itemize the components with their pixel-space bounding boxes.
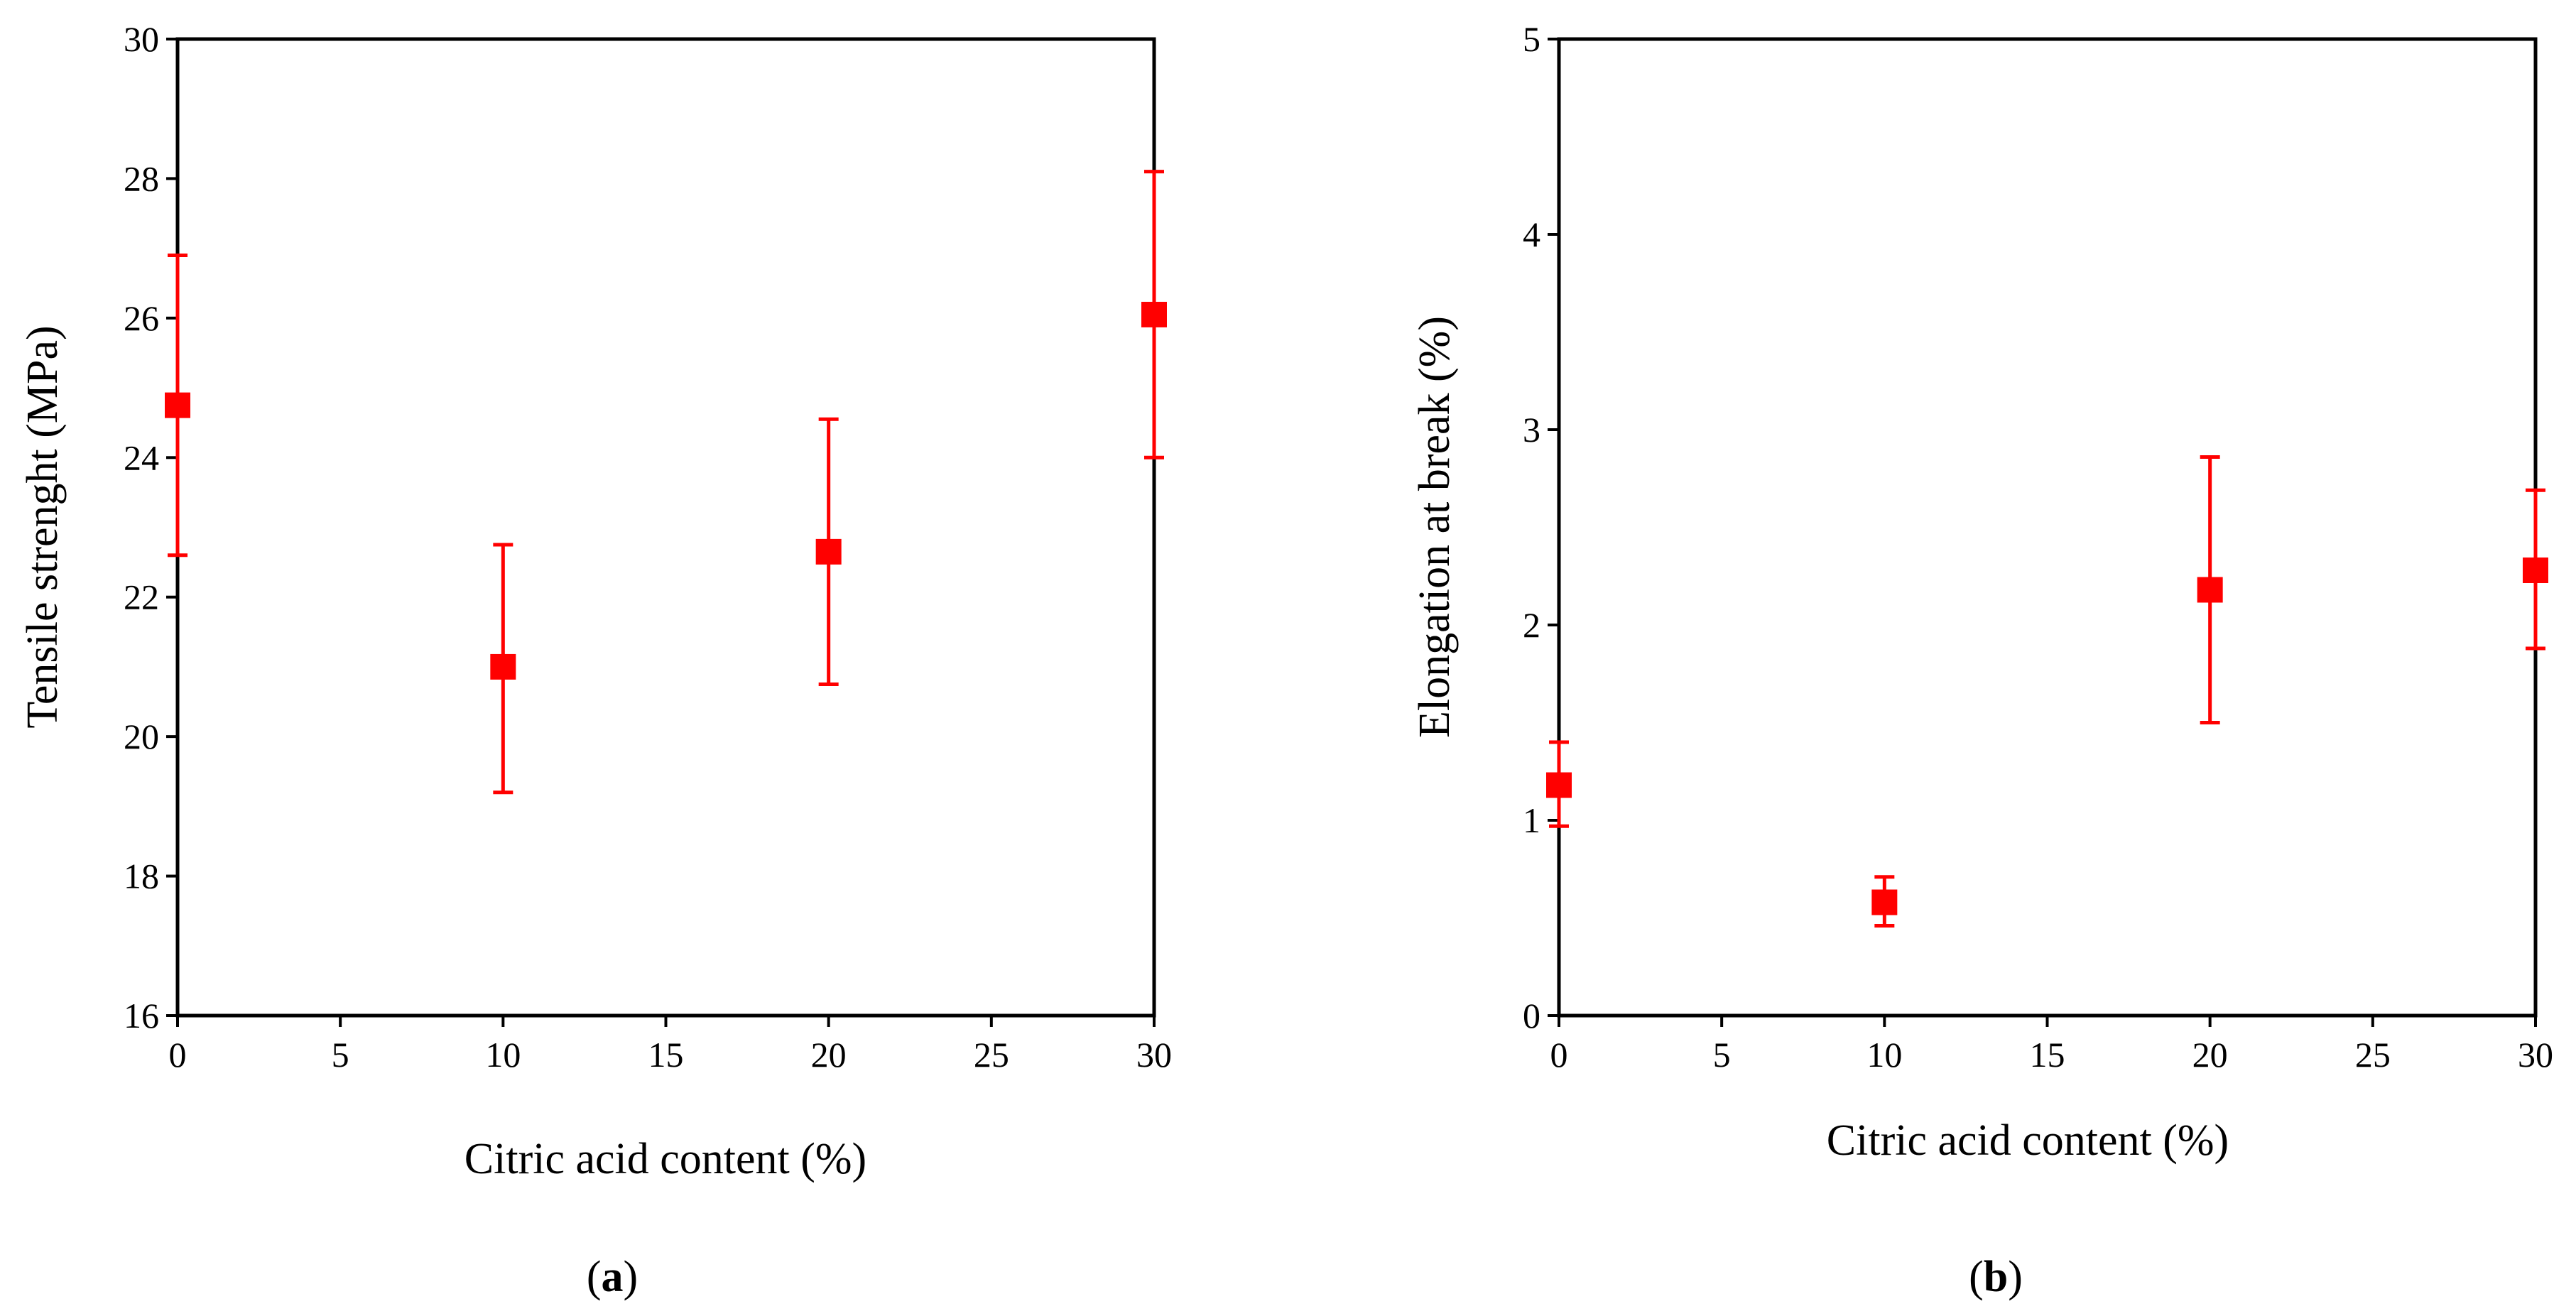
panel-b-chart: 0 5 10 15 20 25 30 0 1 2 3 4 5 Citric acid content …	[1411, 19, 2553, 1301]
panel-a-x-tick-label: 20	[811, 1035, 847, 1075]
panel-b-x-axis-label: Citric acid content (%)	[1827, 1116, 2229, 1165]
panel-a-plot-frame	[175, 37, 1156, 1018]
panel-b-x-tick-label: 10	[1866, 1035, 1902, 1075]
panel-a-y-tick-label: 16	[124, 996, 159, 1035]
panel-a-x-tick-label: 25	[974, 1035, 1009, 1075]
panel-a-data-point	[1141, 301, 1167, 327]
panel-b-x-tick-label: 15	[2030, 1035, 2065, 1075]
panel-a-y-tick-label: 18	[124, 857, 159, 896]
panel-a-x-axis-label: Citric acid content (%)	[464, 1135, 866, 1183]
panel-a-data-point	[490, 653, 516, 680]
panel-b-y-tick-label: 3	[1523, 410, 1540, 450]
panel-a-y-tick-label: 22	[124, 577, 159, 617]
panel-b-x-ticks: 0 5 10 15 20 25 30	[1550, 1016, 2553, 1075]
panel-a-data-marks	[165, 170, 1167, 795]
panel-a-x-tick-label: 15	[648, 1035, 684, 1075]
panel-b-data-point	[1871, 889, 1898, 915]
panel-a-y-tick-label: 30	[124, 19, 159, 59]
panel-a-x-tick-label: 5	[332, 1035, 349, 1075]
panel-b-data-point	[2523, 558, 2548, 583]
panel-b-x-tick-label: 25	[2355, 1035, 2391, 1075]
panel-b-data-point	[1546, 772, 1572, 798]
panel-b-y-tick-label: 1	[1523, 800, 1540, 840]
panel-a-y-tick-label: 20	[124, 717, 159, 756]
panel-a-x-tick-label: 0	[169, 1035, 187, 1075]
panel-b-x-tick-label: 20	[2192, 1035, 2228, 1075]
panel-b-y-axis-label: Elongation at break (%)	[1411, 316, 1459, 738]
panel-a-data-point	[815, 538, 842, 565]
panel-b-data-marks	[1546, 455, 2548, 928]
panel-a-y-tick-label: 26	[124, 298, 159, 338]
panel-b-data-point	[2197, 577, 2223, 603]
panel-b-x-tick-label: 30	[2518, 1035, 2553, 1075]
panel-b-label: (b)	[1969, 1253, 2023, 1301]
panel-a-x-tick-label: 10	[485, 1035, 521, 1075]
panel-a-x-ticks: 0 5 10 15 20 25 30	[169, 1016, 1172, 1075]
panel-a-data-point	[165, 392, 190, 418]
panel-b-plot-frame	[1557, 37, 2538, 1018]
panel-b-y-tick-label: 5	[1523, 19, 1540, 59]
panel-a-y-tick-label: 28	[124, 158, 159, 198]
panel-b-x-tick-label: 0	[1550, 1035, 1568, 1075]
panel-a-label: (a)	[587, 1253, 638, 1301]
panel-a-y-tick-label: 24	[124, 437, 159, 477]
panel-a-y-axis-label: Tensile strenght (MPa)	[18, 325, 67, 728]
panel-b-y-tick-label: 2	[1523, 605, 1540, 645]
panel-b-x-tick-label: 5	[1713, 1035, 1731, 1075]
panel-b-y-ticks: 0 1 2 3 4 5	[1523, 19, 1559, 1035]
panel-b-y-tick-label: 0	[1523, 996, 1540, 1035]
panel-a-chart: 0 5 10 15 20 25 30 16 18 20 22 24 26 28 30 Citric aci…	[18, 19, 1172, 1301]
panel-a-y-ticks: 16 18 20 22 24 26 28 30	[124, 19, 178, 1035]
panel-b-y-tick-label: 4	[1523, 214, 1540, 254]
panel-a-x-tick-label: 30	[1136, 1035, 1172, 1075]
